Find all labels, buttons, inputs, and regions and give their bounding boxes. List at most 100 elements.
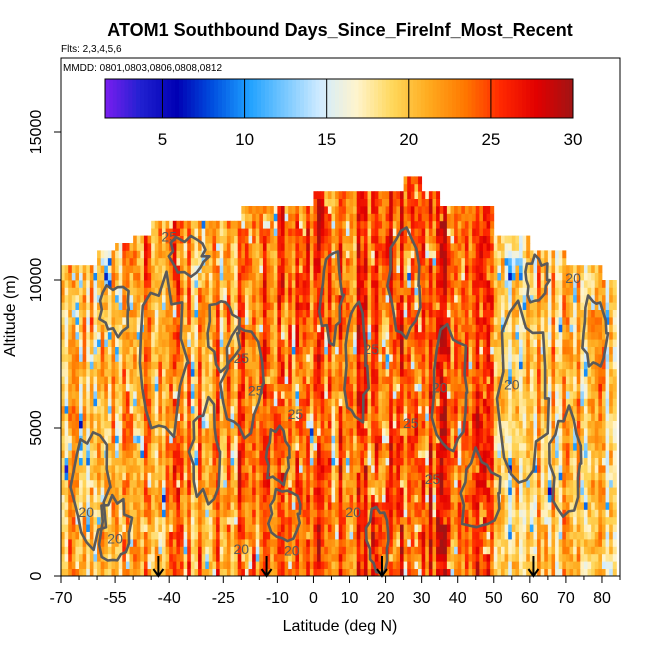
heatmap-cell <box>317 479 322 488</box>
heatmap-cell <box>75 354 80 362</box>
heatmap-cell <box>176 324 181 333</box>
heatmap-cell <box>71 309 76 318</box>
heatmap-cell <box>280 539 285 547</box>
heatmap-cell <box>147 324 152 333</box>
heatmap-cell <box>309 479 314 488</box>
heatmap-cell <box>356 405 361 414</box>
heatmap-cell <box>389 213 394 222</box>
heatmap-cell <box>68 494 73 503</box>
heatmap-cell <box>161 257 166 266</box>
heatmap-cell <box>244 331 249 340</box>
heatmap-cell <box>115 376 120 384</box>
heatmap-cell <box>400 294 405 303</box>
heatmap-cell <box>367 346 372 355</box>
heatmap-cell <box>302 391 307 399</box>
heatmap-cell <box>284 442 289 451</box>
heatmap-cell <box>356 361 361 370</box>
heatmap-cell <box>266 502 271 510</box>
heatmap-cell <box>291 524 296 532</box>
heatmap-cell <box>75 287 80 296</box>
heatmap-cell <box>313 502 318 510</box>
heatmap-cell <box>180 391 185 399</box>
heatmap-cell <box>219 494 224 503</box>
heatmap-cell <box>187 472 192 481</box>
heatmap-cell <box>79 405 84 414</box>
heatmap-cell <box>187 457 192 466</box>
heatmap-cell <box>161 354 166 362</box>
heatmap-cell <box>194 494 199 503</box>
heatmap-cell <box>151 309 156 318</box>
heatmap-cell <box>198 250 203 259</box>
heatmap-cell <box>309 539 314 547</box>
heatmap-cell <box>385 339 390 347</box>
heatmap-cell <box>230 420 235 429</box>
heatmap-cell <box>309 398 314 407</box>
heatmap-cell <box>320 524 325 532</box>
heatmap-cell <box>389 509 394 518</box>
heatmap-cell <box>288 383 293 392</box>
heatmap-cell <box>295 206 300 214</box>
heatmap-cell <box>79 539 84 547</box>
heatmap-cell <box>147 280 152 288</box>
heatmap-cell <box>241 472 246 481</box>
heatmap-cell <box>299 428 304 436</box>
heatmap-cell <box>378 317 383 325</box>
heatmap-cell <box>183 368 188 377</box>
heatmap-cell <box>248 243 253 251</box>
heatmap-cell <box>154 257 159 266</box>
heatmap-cell <box>356 213 361 222</box>
heatmap-cell <box>97 257 102 266</box>
heatmap-cell <box>129 524 134 532</box>
heatmap-cell <box>356 479 361 488</box>
heatmap-cell <box>313 494 318 503</box>
heatmap-cell <box>154 250 159 259</box>
heatmap-cell <box>353 561 358 569</box>
heatmap-cell <box>118 539 123 547</box>
heatmap-cell <box>291 405 296 414</box>
heatmap-cell <box>115 257 120 266</box>
heatmap-cell <box>158 309 163 318</box>
heatmap-cell <box>313 568 318 576</box>
heatmap-cell <box>165 368 170 377</box>
heatmap-cell <box>327 553 332 562</box>
heatmap-cell <box>248 465 253 473</box>
heatmap-cell <box>288 354 293 362</box>
heatmap-cell <box>288 561 293 569</box>
heatmap-cell <box>133 561 138 569</box>
heatmap-cell <box>183 257 188 266</box>
heatmap-cell <box>244 546 249 555</box>
heatmap-cell <box>151 568 156 576</box>
heatmap-cell <box>345 235 350 244</box>
heatmap-cell <box>342 546 347 555</box>
heatmap-cell <box>147 354 152 362</box>
heatmap-cell <box>97 309 102 318</box>
heatmap-cell <box>82 442 87 451</box>
heatmap-cell <box>309 531 314 540</box>
heatmap-cell <box>208 228 213 236</box>
heatmap-cell <box>252 524 257 532</box>
heatmap-cell <box>302 494 307 503</box>
heatmap-cell <box>353 487 358 495</box>
heatmap-cell <box>111 257 116 266</box>
heatmap-cell <box>212 516 217 525</box>
heatmap-cell <box>226 561 231 569</box>
heatmap-cell <box>327 235 332 244</box>
heatmap-cell <box>306 339 311 347</box>
heatmap-cell <box>418 479 423 488</box>
heatmap-cell <box>255 428 260 436</box>
heatmap-cell <box>306 405 311 414</box>
heatmap-cell <box>234 383 239 392</box>
heatmap-cell <box>190 450 195 458</box>
heatmap-cell <box>400 228 405 236</box>
heatmap-cell <box>176 442 181 451</box>
heatmap-cell <box>356 524 361 532</box>
heatmap-cell <box>82 465 87 473</box>
heatmap-cell <box>313 398 318 407</box>
heatmap-cell <box>111 450 116 458</box>
heatmap-cell <box>248 524 253 532</box>
heatmap-cell <box>75 339 80 347</box>
heatmap-cell <box>107 516 112 525</box>
heatmap-cell <box>309 250 314 259</box>
heatmap-cell <box>140 243 145 251</box>
heatmap-cell <box>374 243 379 251</box>
